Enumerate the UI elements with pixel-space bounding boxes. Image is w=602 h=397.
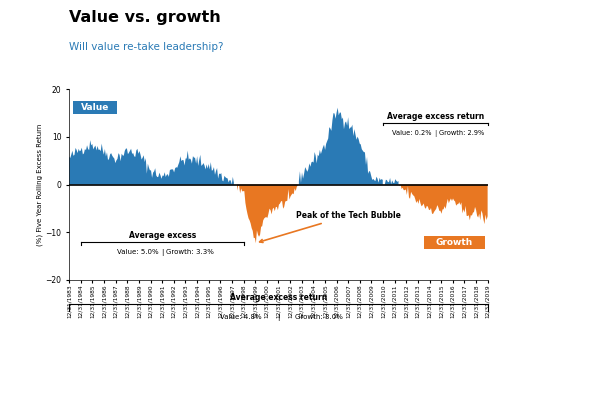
FancyBboxPatch shape — [73, 101, 117, 114]
Text: Growth: 3.3%: Growth: 3.3% — [166, 249, 214, 255]
Text: Value: Value — [81, 103, 109, 112]
Text: |: | — [434, 130, 436, 137]
Text: Value vs. growth: Value vs. growth — [69, 10, 221, 25]
Y-axis label: (%) Five Year Rolling Excess Return: (%) Five Year Rolling Excess Return — [36, 123, 43, 246]
Text: Average excess return: Average excess return — [386, 112, 484, 121]
Text: Growth: 3.0%: Growth: 3.0% — [295, 314, 343, 320]
Text: |: | — [161, 249, 163, 256]
Text: Average excess: Average excess — [129, 231, 196, 240]
Text: Value: 0.2%: Value: 0.2% — [393, 130, 432, 136]
Text: Value: 4.8%: Value: 4.8% — [220, 314, 262, 320]
Text: Peak of the Tech Bubble: Peak of the Tech Bubble — [259, 211, 401, 243]
Text: Growth: Growth — [436, 238, 473, 247]
Text: Value: 5.0%: Value: 5.0% — [117, 249, 159, 255]
Text: Growth: 2.9%: Growth: 2.9% — [439, 130, 484, 136]
Text: |: | — [278, 314, 279, 321]
FancyBboxPatch shape — [424, 235, 485, 249]
Text: Will value re-take leadership?: Will value re-take leadership? — [69, 42, 224, 52]
Text: Average excess return: Average excess return — [230, 293, 327, 302]
